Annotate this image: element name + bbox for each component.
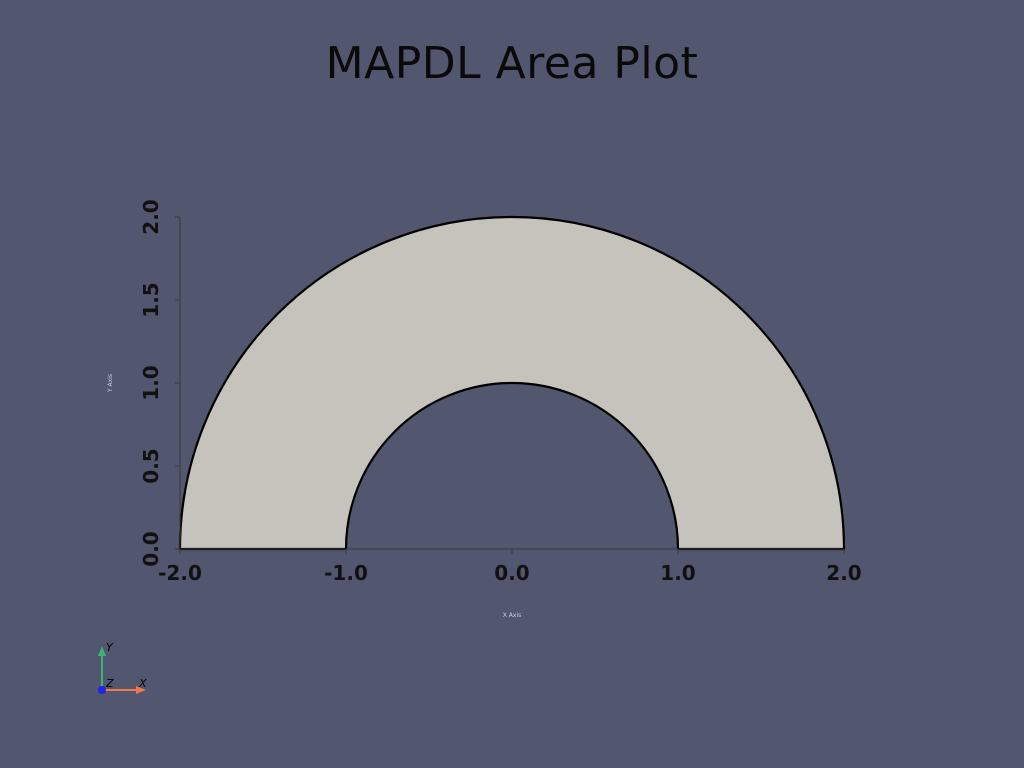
plot-title: MAPDL Area Plot (325, 38, 699, 89)
triad-y-label: Y (106, 641, 114, 654)
half-annulus-area[interactable] (178, 215, 846, 551)
x-tick-label: 1.0 (660, 561, 695, 585)
triad-x-label: X (138, 677, 147, 690)
x-axis-label: X Axis (503, 612, 521, 619)
orientation-triad: Y Z X (98, 641, 147, 694)
triad-y-arrowhead (98, 646, 106, 656)
x-tick-label: -2.0 (158, 561, 202, 585)
axes: -2.0 -1.0 0.0 1.0 2.0 0.0 0.5 1.0 1.5 2.0 (139, 199, 862, 585)
x-tick-label: 0.0 (494, 561, 529, 585)
y-tick-label: 0.0 (139, 531, 163, 566)
y-tick-label: 0.5 (139, 448, 163, 483)
y-tick-label: 1.0 (139, 365, 163, 400)
triad-z-axis (98, 686, 106, 694)
y-tick-label: 2.0 (139, 199, 163, 234)
triad-z-label: Z (105, 677, 114, 690)
y-tick-label: 1.5 (139, 282, 163, 317)
triad-x-arrowhead (136, 686, 146, 694)
x-tick-label: -1.0 (324, 561, 368, 585)
x-tick-label: 2.0 (826, 561, 861, 585)
y-axis-label: Y Axis (107, 374, 114, 393)
area-layer (178, 215, 846, 551)
